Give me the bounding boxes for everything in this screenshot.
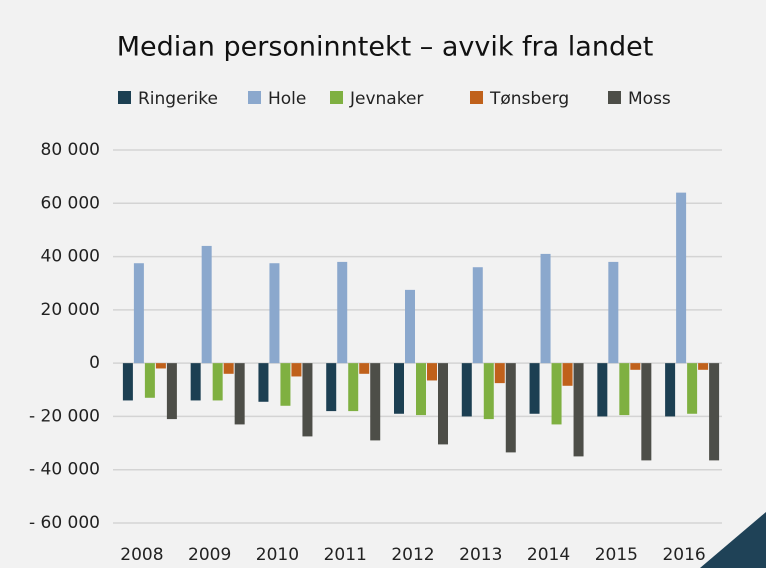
bar — [472, 267, 483, 364]
bar — [483, 363, 494, 420]
bar — [234, 363, 245, 425]
bar — [687, 363, 698, 414]
legend-label: Ringerike — [138, 89, 218, 109]
bar — [144, 363, 155, 398]
y-tick-label: - 60 000 — [29, 513, 100, 533]
y-tick-label: 20 000 — [41, 300, 100, 320]
bar — [641, 363, 652, 461]
bar — [608, 261, 619, 364]
x-tick-label: 2014 — [527, 545, 570, 565]
bar — [258, 363, 269, 402]
y-tick-label: 80 000 — [41, 140, 100, 160]
legend-label: Moss — [628, 89, 671, 109]
legend-label: Hole — [268, 89, 306, 109]
bar — [505, 363, 516, 453]
y-tick-label: - 20 000 — [29, 406, 100, 426]
x-tick-label: 2009 — [188, 545, 231, 565]
bar — [619, 363, 630, 416]
bar — [427, 363, 437, 381]
bar — [201, 245, 212, 364]
y-tick-label: 60 000 — [41, 193, 100, 213]
bar — [676, 192, 687, 364]
bar — [280, 363, 291, 406]
bar — [665, 363, 676, 417]
y-tick-label: 0 — [89, 353, 100, 373]
bar — [573, 363, 584, 457]
bar — [212, 363, 223, 401]
bar — [494, 363, 505, 384]
bar — [416, 363, 426, 416]
bar — [597, 363, 608, 417]
bar — [630, 363, 641, 370]
bar — [155, 363, 166, 369]
bar — [291, 363, 302, 377]
legend-label: Tønsberg — [489, 89, 569, 109]
bar — [461, 363, 472, 417]
chart-title: Median personinntekt – avvik fra landet — [117, 32, 654, 63]
bar — [348, 363, 359, 412]
corner-decoration — [700, 512, 766, 568]
legend-swatch — [470, 91, 483, 104]
bar — [709, 363, 720, 461]
x-tick-label: 2010 — [256, 545, 299, 565]
bar — [698, 363, 709, 370]
bar — [529, 363, 540, 414]
bar — [359, 363, 370, 374]
bar — [269, 263, 280, 364]
bar — [122, 363, 133, 401]
bar — [302, 363, 313, 437]
bar — [438, 363, 448, 445]
legend-swatch — [608, 91, 621, 104]
x-tick-label: 2012 — [391, 545, 434, 565]
bar — [394, 363, 404, 414]
x-tick-label: 2015 — [595, 545, 638, 565]
bar — [190, 363, 201, 401]
legend-swatch — [118, 91, 131, 104]
bar — [562, 363, 573, 386]
legend-label: Jevnaker — [349, 89, 423, 109]
bar — [337, 261, 348, 364]
y-tick-label: - 40 000 — [29, 460, 100, 480]
bar — [166, 363, 177, 420]
bar — [540, 253, 551, 364]
bar — [551, 363, 562, 425]
x-tick-label: 2016 — [662, 545, 705, 565]
bar — [326, 363, 337, 412]
y-tick-label: 40 000 — [41, 247, 100, 267]
bar — [370, 363, 381, 441]
bar — [223, 363, 234, 374]
bar — [405, 289, 415, 364]
x-tick-label: 2013 — [459, 545, 502, 565]
x-tick-label: 2008 — [120, 545, 163, 565]
bar — [133, 263, 144, 364]
legend-swatch — [248, 91, 261, 104]
x-tick-label: 2011 — [324, 545, 367, 565]
legend-swatch — [330, 91, 343, 104]
